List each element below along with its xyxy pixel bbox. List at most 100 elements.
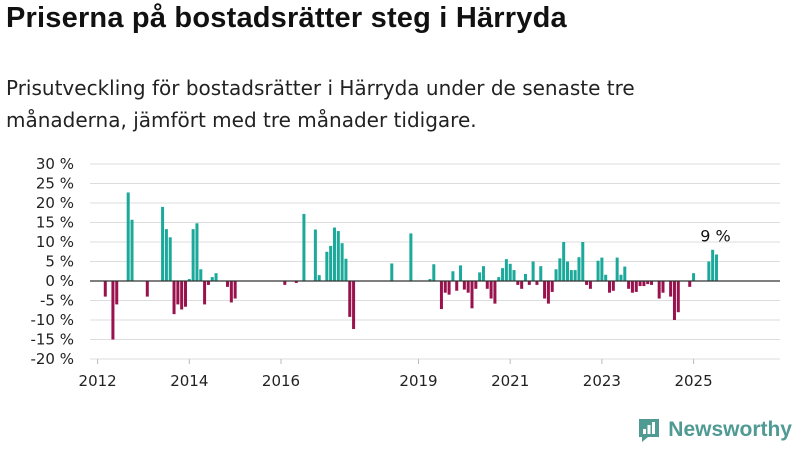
bar [558, 258, 562, 281]
bar [466, 281, 470, 293]
bar [531, 261, 535, 281]
bar [478, 272, 482, 281]
bar [634, 281, 638, 292]
y-tick-label: 15 % [36, 214, 74, 232]
y-tick-label: -15 % [30, 331, 74, 349]
bar [672, 281, 676, 320]
bar [199, 269, 203, 281]
bar [585, 281, 589, 285]
bar [115, 281, 119, 305]
bar [226, 281, 230, 287]
brand-name: Newsworthy [668, 418, 792, 441]
bar [283, 281, 287, 285]
bar [130, 219, 134, 281]
bar [184, 281, 187, 307]
bars [103, 192, 718, 340]
bar [481, 266, 485, 281]
bar [145, 281, 149, 297]
bar [600, 257, 604, 281]
y-tick-label: 20 % [36, 194, 74, 212]
bar [462, 281, 466, 290]
bar [562, 242, 566, 281]
bar [233, 281, 237, 299]
bar [638, 281, 642, 287]
bar [126, 192, 130, 281]
bar [111, 281, 115, 340]
bar [714, 254, 718, 281]
x-tick-label: 2025 [674, 372, 712, 390]
bar [504, 259, 508, 281]
bar [569, 270, 573, 281]
bar [516, 281, 520, 285]
bar [493, 281, 497, 304]
bar [103, 281, 107, 297]
bar [489, 281, 493, 299]
gridlines [90, 163, 780, 360]
bar [657, 281, 661, 299]
bar [470, 281, 474, 309]
bar [432, 264, 436, 281]
bar [229, 281, 233, 303]
bar [523, 273, 527, 281]
bar [501, 268, 505, 281]
bar [195, 223, 199, 281]
bar [329, 245, 333, 281]
bar [332, 227, 336, 281]
bar [180, 281, 184, 310]
bar [669, 281, 673, 297]
chart-title: Priserna på bostadsrätter steg i Härryda [6, 2, 567, 34]
bar [168, 237, 172, 281]
y-tick-label: 5 % [45, 253, 74, 271]
bar [604, 274, 608, 281]
bar [325, 251, 329, 281]
bar [439, 281, 443, 310]
bar [539, 266, 543, 281]
bar [566, 261, 569, 281]
bar [535, 281, 539, 285]
x-tick-label: 2016 [262, 372, 300, 390]
bar [344, 258, 348, 281]
bar [187, 279, 191, 281]
bar [294, 281, 298, 283]
bar [650, 281, 654, 285]
bar [688, 281, 692, 287]
bar [661, 281, 665, 293]
bar [447, 281, 451, 295]
newsworthy-logo-icon [639, 419, 660, 442]
brand[interactable]: Newsworthy [636, 416, 792, 444]
bar [512, 270, 516, 281]
bar [508, 263, 512, 281]
bar [161, 206, 165, 281]
bar [711, 249, 715, 281]
bar [485, 281, 489, 289]
bar [627, 281, 631, 289]
bar [497, 277, 501, 281]
x-tick-label: 2012 [79, 372, 117, 390]
bar [443, 281, 447, 293]
y-tick-label: -10 % [30, 311, 74, 329]
bar [206, 281, 210, 285]
bar [596, 260, 600, 281]
bar [164, 229, 168, 281]
x-tick-label: 2021 [491, 372, 529, 390]
bar [707, 261, 711, 281]
bar [336, 231, 340, 281]
bar [214, 273, 218, 281]
bar [676, 281, 680, 313]
bar [451, 271, 455, 281]
bar [608, 281, 612, 293]
y-tick-label: 30 % [36, 155, 74, 173]
bar [352, 281, 356, 329]
bar [474, 281, 478, 289]
x-tick-label: 2014 [170, 372, 208, 390]
bar [203, 281, 207, 305]
bar [317, 275, 321, 281]
bar [172, 281, 176, 315]
y-tick-label: 25 % [36, 175, 74, 193]
axes [90, 280, 780, 364]
bar [390, 263, 394, 281]
bar [581, 242, 585, 281]
bar [459, 265, 463, 281]
y-tick-label: -20 % [30, 350, 74, 368]
